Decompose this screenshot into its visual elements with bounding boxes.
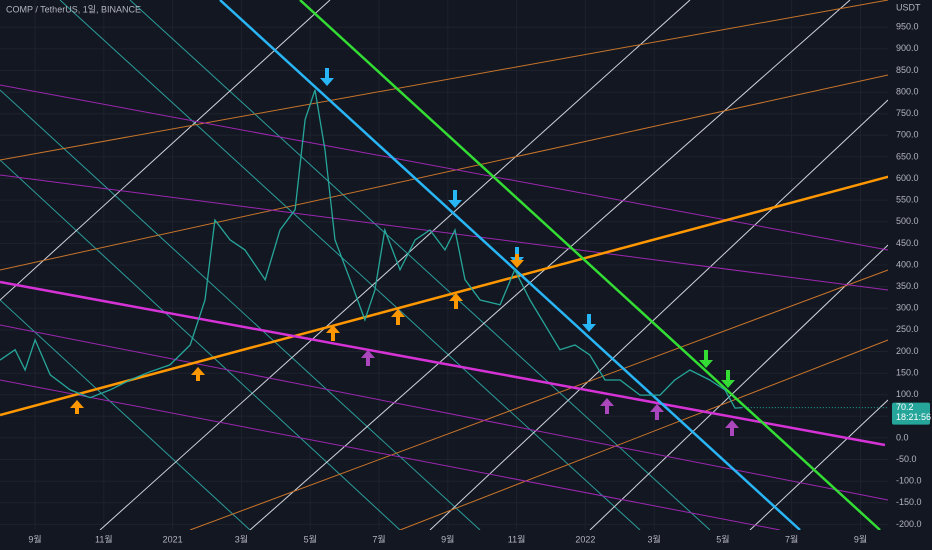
y-tick-label: -50.0 — [896, 454, 917, 464]
y-tick-label: 800.0 — [896, 86, 919, 96]
x-axis-panel — [0, 530, 932, 550]
y-tick-label: 600.0 — [896, 173, 919, 183]
trend-line-main — [0, 280, 886, 447]
trend-line-main — [299, 0, 881, 531]
y-axis-panel — [888, 0, 932, 550]
trend-line — [399, 339, 889, 531]
x-tick-label: 9월 — [854, 533, 867, 544]
y-tick-label: 850.0 — [896, 65, 919, 75]
arrow-down — [510, 254, 524, 268]
last-price-box — [892, 402, 930, 425]
arrow-down — [320, 68, 334, 86]
x-tick-label: 3월 — [647, 533, 660, 544]
x-tick-label: 7월 — [785, 533, 798, 544]
trend-line-main — [0, 163, 932, 417]
y-tick-label: 250.0 — [896, 324, 919, 334]
arrow-down — [448, 190, 462, 208]
trend-line — [429, 99, 889, 531]
price-line — [0, 89, 742, 409]
x-tick-label: 9월 — [28, 533, 41, 544]
y-tick-label: 550.0 — [896, 195, 919, 205]
arrow-up — [449, 293, 463, 309]
trend-line — [59, 0, 641, 531]
y-tick-label: -150.0 — [896, 497, 922, 507]
y-tick-label: 950.0 — [896, 22, 919, 32]
arrow-up — [361, 350, 375, 366]
plot — [0, 89, 888, 409]
arrow-down — [699, 350, 713, 368]
trend-line — [129, 0, 711, 531]
trend-lines — [0, 0, 932, 531]
arrow-up — [725, 420, 739, 436]
arrow-up — [391, 309, 405, 325]
arrow-up — [650, 404, 664, 420]
y-tick-label: 300.0 — [896, 303, 919, 313]
x-tick-label: 5월 — [304, 533, 317, 544]
trend-line — [0, 174, 889, 291]
trend-line — [0, 379, 781, 531]
y-tick-label: 450.0 — [896, 238, 919, 248]
arrow-up — [70, 400, 84, 414]
x-tick-label: 2022 — [575, 534, 595, 544]
x-tick-label: 11월 — [508, 533, 526, 544]
y-unit: USDT — [896, 2, 921, 12]
trend-line — [249, 0, 851, 531]
x-tick-label: 9월 — [441, 533, 454, 544]
y-tick-label: 150.0 — [896, 367, 919, 377]
arrow-down — [582, 314, 596, 332]
trend-line — [749, 399, 889, 531]
y-tick-label: 100.0 — [896, 389, 919, 399]
y-tick-label: -200.0 — [896, 519, 922, 529]
trend-line — [0, 74, 889, 271]
x-tick-label: 11월 — [95, 533, 113, 544]
trend-line — [0, 324, 889, 501]
arrow-up — [600, 398, 614, 414]
arrow-up — [191, 367, 205, 381]
y-tick-label: 400.0 — [896, 259, 919, 269]
y-tick-label: 650.0 — [896, 151, 919, 161]
trend-line — [0, 84, 889, 251]
x-tick-label: 7월 — [372, 533, 385, 544]
countdown: 18:21:56 — [896, 412, 931, 422]
trend-line — [189, 269, 889, 531]
y-tick-label: 0.0 — [896, 432, 909, 442]
trend-line — [589, 244, 889, 531]
trend-line — [99, 0, 691, 531]
y-tick-label: 700.0 — [896, 130, 919, 140]
trend-line — [0, 159, 401, 531]
arrows — [70, 68, 739, 436]
x-tick-label: 3월 — [235, 533, 248, 544]
trend-line-main — [219, 0, 801, 531]
axes: -200.0-150.0-100.0-50.00.050.0100.0150.0… — [28, 22, 921, 545]
chart-title: COMP / TetherUS, 1일, BINANCE — [6, 4, 141, 14]
trend-line — [0, 299, 251, 531]
x-tick-label: 2021 — [163, 534, 183, 544]
x-tick-label: 5월 — [716, 533, 729, 544]
y-tick-label: -100.0 — [896, 476, 922, 486]
arrow-down — [721, 370, 735, 388]
arrow-up — [326, 325, 340, 341]
y-tick-label: 500.0 — [896, 216, 919, 226]
last-price: 70.2 — [896, 402, 914, 412]
grid — [0, 0, 888, 530]
trend-line — [0, 0, 889, 161]
y-tick-label: 200.0 — [896, 346, 919, 356]
y-tick-label: 900.0 — [896, 43, 919, 53]
y-tick-label: 750.0 — [896, 108, 919, 118]
y-tick-label: 350.0 — [896, 281, 919, 291]
